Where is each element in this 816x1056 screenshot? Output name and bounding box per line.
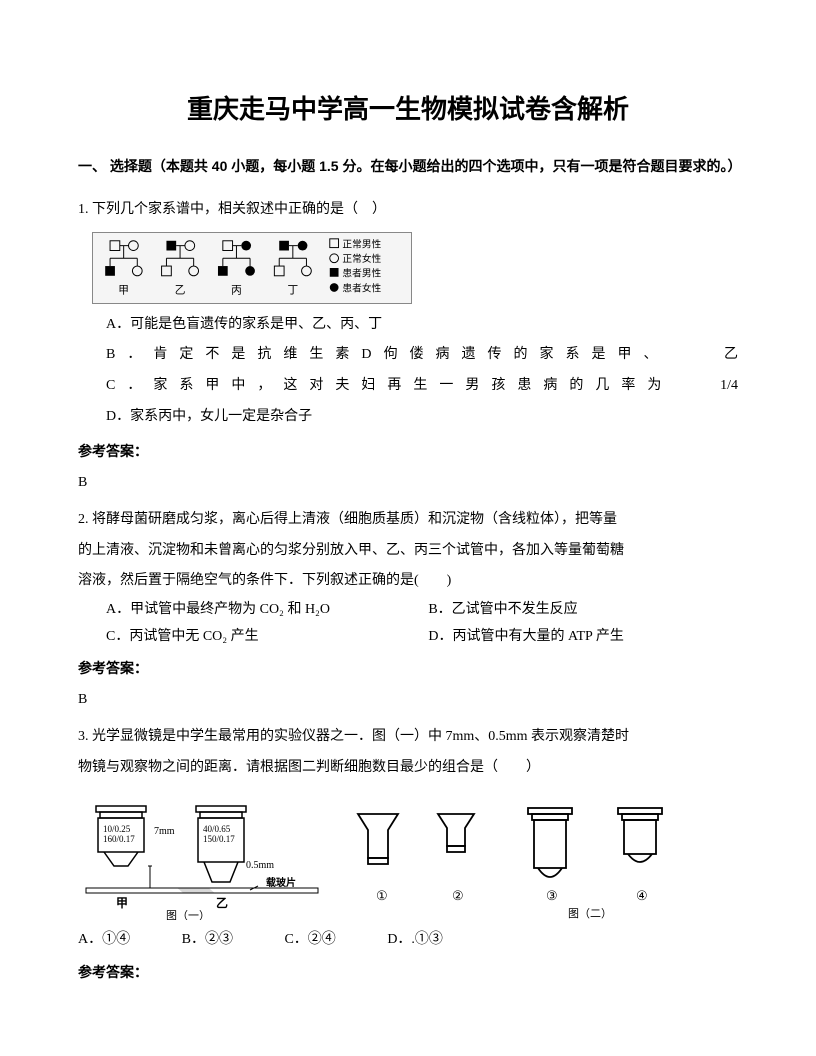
svg-text:载玻片: 载玻片 <box>266 876 296 889</box>
svg-text:正常女性: 正常女性 <box>342 252 381 265</box>
svg-text:40/0.65150/0.17: 40/0.65150/0.17 <box>203 824 235 844</box>
question-1: 1. 下列几个家系谱中，相关叙述中正确的是（ ） 甲 <box>78 195 738 433</box>
svg-text:患者男性: 患者男性 <box>342 266 381 279</box>
q3-figure-1: 10/0.25160/0.17 7mm 40/0.65150/0.17 0.5m… <box>78 802 328 920</box>
svg-text:②: ② <box>452 888 464 903</box>
q3-number: 3. <box>78 729 89 744</box>
svg-text:图（二）: 图（二） <box>568 907 612 920</box>
svg-text:甲: 甲 <box>116 896 128 910</box>
q3-choice-C: C．②④ <box>284 926 335 954</box>
svg-text:患者女性: 患者女性 <box>342 281 381 294</box>
exam-title: 重庆走马中学高一生物模拟试卷含解析 <box>78 90 738 129</box>
svg-text:①: ① <box>376 888 388 903</box>
q2-opt-B: B．乙试管中不发生反应 <box>428 597 738 624</box>
q3-answer-label: 参考答案： <box>78 962 738 983</box>
svg-text:甲: 甲 <box>118 284 129 296</box>
q1-number: 1. <box>78 202 89 217</box>
q1-opt-C: C．家系甲中，这对夫妇再生一男孩患病的几率为1/4 <box>106 371 738 402</box>
question-2: 2. 将酵母菌研磨成匀浆，离心后得上清液（细胞质基质）和沉淀物（含线粒体），把等… <box>78 505 738 651</box>
q3-choice-B: B．②③ <box>182 926 233 954</box>
q2-opt-D: D．丙试管中有大量的 ATP 产生 <box>428 624 738 651</box>
svg-text:④: ④ <box>636 888 648 903</box>
q2-opt-A: A．甲试管中最终产物为 CO₂ 和 H₂O <box>106 597 416 624</box>
svg-text:③: ③ <box>546 888 558 903</box>
svg-text:乙: 乙 <box>175 284 186 296</box>
q1-opt-B: B．肯定不是抗维生素D佝偻病遗传的家系是甲、乙 <box>106 340 738 371</box>
svg-text:10/0.25160/0.17: 10/0.25160/0.17 <box>103 824 135 844</box>
q3-choice-A: A．①④ <box>78 926 130 954</box>
q3-line1: 光学显微镜是中学生最常用的实验仪器之一．图（一）中 7mm、0.5mm 表示观察… <box>92 729 629 744</box>
q3-figure-2: ① ② ③ ④ 图（二） <box>338 802 718 920</box>
svg-text:丁: 丁 <box>287 284 298 296</box>
q2-line1: 将酵母菌研磨成匀浆，离心后得上清液（细胞质基质）和沉淀物（含线粒体），把等量 <box>92 512 617 527</box>
svg-text:0.5mm: 0.5mm <box>246 860 274 871</box>
q2-number: 2. <box>78 512 89 527</box>
q1-answer-label: 参考答案： <box>78 441 738 462</box>
q2-opt-C: C．丙试管中无 CO₂ 产生 <box>106 624 416 651</box>
svg-text:正常男性: 正常男性 <box>342 237 381 250</box>
q3-line2: 物镜与观察物之间的距离．请根据图二判断细胞数目最少的组合是（ ） <box>78 753 738 784</box>
q3-choices: A．①④ B．②③ C．②④ D．.①③ <box>78 926 738 954</box>
q2-line2: 的上清液、沉淀物和未曾离心的匀浆分别放入甲、乙、丙三个试管中，各加入等量葡萄糖 <box>78 536 738 567</box>
q3-figures: 10/0.25160/0.17 7mm 40/0.65150/0.17 0.5m… <box>78 802 738 920</box>
svg-text:7mm: 7mm <box>154 826 175 837</box>
svg-text:乙: 乙 <box>216 896 228 910</box>
q1-opt-A: A．可能是色盲遗传的家系是甲、乙、丙、丁 <box>106 310 738 341</box>
q2-line3: 溶液，然后置于隔绝空气的条件下．下列叙述正确的是( ) <box>78 566 738 597</box>
section-header: 一、 选择题（本题共 40 小题，每小题 1.5 分。在每小题给出的四个选项中，… <box>78 155 738 179</box>
q2-answer-label: 参考答案： <box>78 658 738 679</box>
q1-text: 下列几个家系谱中，相关叙述中正确的是（ ） <box>92 202 386 217</box>
q1-pedigree-figure: 甲 乙 <box>92 232 412 304</box>
svg-text:图（一）: 图（一） <box>166 909 210 920</box>
q3-choice-D: D．.①③ <box>387 926 443 954</box>
q2-answer: B <box>78 689 738 710</box>
svg-text:丙: 丙 <box>231 284 242 296</box>
q1-opt-D: D．家系丙中，女儿一定是杂合子 <box>106 402 738 433</box>
q1-answer: B <box>78 472 738 493</box>
question-3: 3. 光学显微镜是中学生最常用的实验仪器之一．图（一）中 7mm、0.5mm 表… <box>78 722 738 954</box>
